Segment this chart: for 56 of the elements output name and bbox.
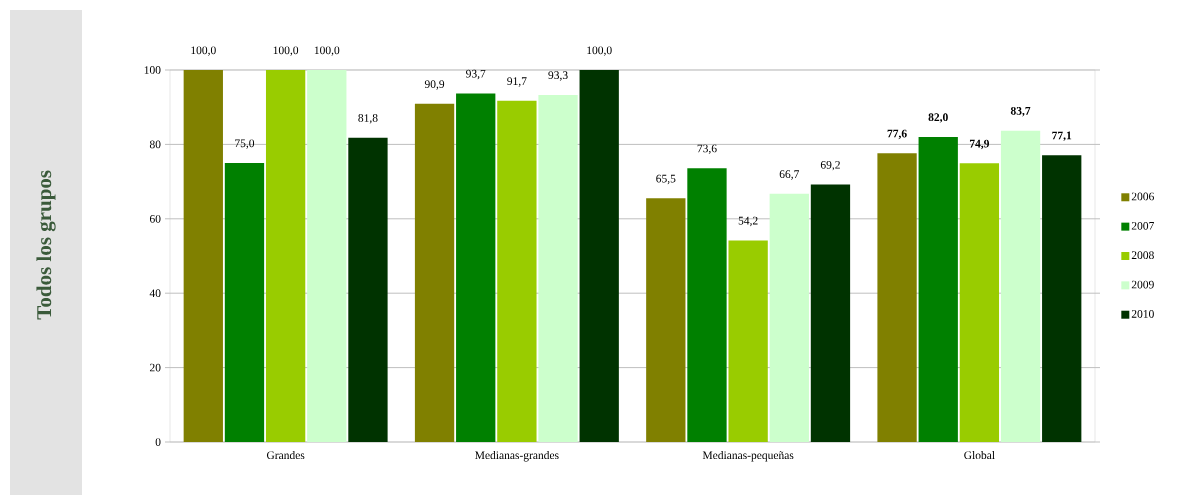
bar xyxy=(728,240,768,442)
data-label: 100,0 xyxy=(587,46,612,56)
bar xyxy=(414,103,455,442)
data-label: 73,6 xyxy=(697,144,717,154)
data-label: 93,3 xyxy=(548,71,568,81)
y-tick-label: 0 xyxy=(155,438,161,446)
data-label: 100,0 xyxy=(273,46,299,56)
legend-label: 2010 xyxy=(1131,310,1154,318)
data-label: 54,2 xyxy=(738,216,758,227)
data-label: 74,9 xyxy=(969,139,990,150)
bar xyxy=(348,137,388,442)
bar xyxy=(538,94,578,442)
data-label: 65,5 xyxy=(656,174,676,185)
bar xyxy=(687,168,727,442)
x-tick-label: Medianas-grandes xyxy=(475,451,559,462)
bar xyxy=(456,93,496,442)
legend-label: 2007 xyxy=(1131,221,1154,230)
data-label: 75,0 xyxy=(235,139,255,149)
data-label: 100,0 xyxy=(314,46,340,56)
data-label: 81,8 xyxy=(358,114,378,124)
bar xyxy=(959,163,1000,442)
y-tick-label: 60 xyxy=(149,214,161,223)
bar xyxy=(810,184,851,442)
x-tick-label: Global xyxy=(964,451,995,460)
legend-label: 2008 xyxy=(1131,251,1154,260)
bar xyxy=(579,70,619,442)
data-label: 90,9 xyxy=(424,80,445,90)
y-tick-label: 100 xyxy=(144,66,161,74)
y-tick-label: 20 xyxy=(149,363,161,372)
data-label: 69,2 xyxy=(820,161,840,171)
bar xyxy=(769,193,809,442)
data-label: 91,7 xyxy=(507,77,527,87)
bar xyxy=(1042,155,1082,442)
bar xyxy=(918,136,958,442)
data-label: 93,7 xyxy=(466,69,486,80)
y-tick-label: 80 xyxy=(149,140,161,149)
data-label: 100,0 xyxy=(191,46,216,56)
y-tick-label: 40 xyxy=(149,289,161,298)
x-tick-label: Medianas-pequeñas xyxy=(702,451,794,462)
bar xyxy=(1000,130,1041,442)
bar xyxy=(307,70,347,442)
data-label: 66,7 xyxy=(779,170,800,180)
y-axis-title: Todos los grupos xyxy=(36,170,56,320)
data-label: 82,0 xyxy=(928,113,948,123)
legend-label: 2006 xyxy=(1131,192,1154,201)
bar xyxy=(877,153,917,442)
bar xyxy=(265,70,306,442)
data-label: 83,7 xyxy=(1010,107,1031,117)
bar xyxy=(224,163,265,442)
bar xyxy=(183,70,223,442)
x-tick-label: Grandes xyxy=(266,451,305,460)
bar xyxy=(646,198,686,442)
bar xyxy=(497,100,537,442)
legend-label: 2009 xyxy=(1131,280,1154,289)
data-label: 77,6 xyxy=(887,129,907,140)
data-label: 77,1 xyxy=(1052,131,1072,141)
